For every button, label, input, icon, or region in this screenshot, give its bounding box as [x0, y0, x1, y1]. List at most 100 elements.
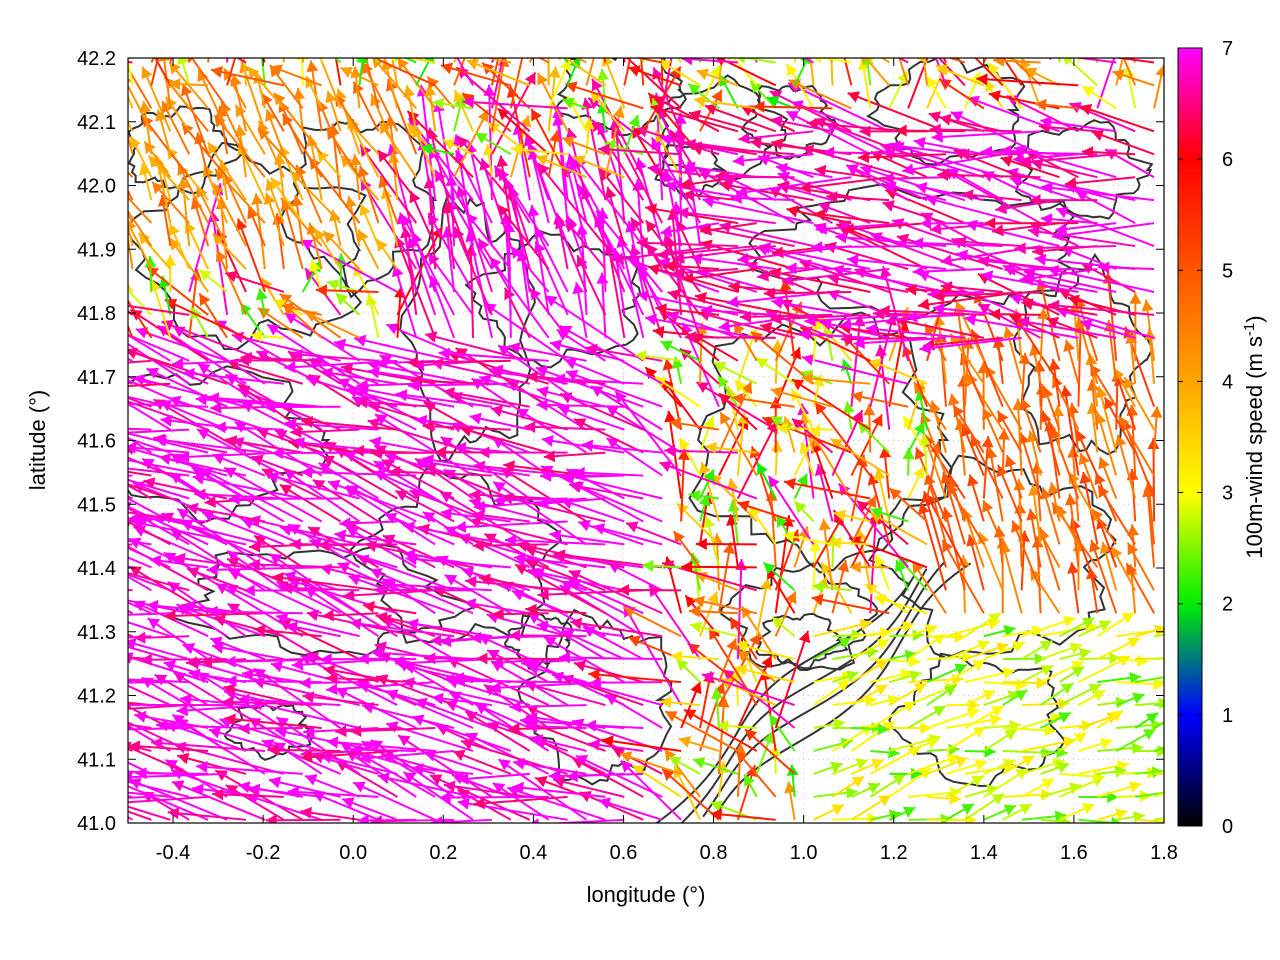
- wind-vector: [128, 601, 152, 615]
- wind-vector-head: [113, 538, 126, 549]
- wind-vector-head: [877, 723, 889, 736]
- wind-vector: [532, 567, 625, 592]
- wind-vector: [128, 575, 152, 592]
- wind-vector-head: [904, 649, 917, 662]
- wind-vector-head: [52, 748, 64, 760]
- wind-vector-shaft: [272, 575, 379, 592]
- wind-vector-head: [786, 764, 799, 776]
- wind-vector-head: [465, 575, 477, 588]
- wind-vector: [302, 691, 379, 707]
- wind-vector: [850, 638, 890, 661]
- wind-vector: [350, 725, 436, 737]
- wind-vector-head: [326, 683, 338, 696]
- wind-vector-shaft: [571, 482, 663, 523]
- wind-vector-shaft: [483, 532, 550, 569]
- wind-vector-head: [851, 776, 865, 788]
- wind-vector: [945, 640, 991, 661]
- wind-vector-shaft: [476, 657, 568, 661]
- wind-vector-head: [227, 557, 240, 569]
- wind-vector-shaft: [1153, 792, 1164, 798]
- wind-vector: [831, 775, 865, 798]
- wind-vector-shaft: [192, 475, 303, 500]
- wind-vector: [964, 792, 1005, 821]
- wind-vector-head: [276, 717, 289, 729]
- wind-vector: [287, 786, 379, 799]
- wind-vector-head: [140, 653, 152, 666]
- wind-vector-head: [1039, 640, 1053, 652]
- wind-vector-head: [662, 769, 675, 781]
- wind-vector-head: [918, 502, 930, 515]
- wind-vector-shaft: [571, 757, 644, 798]
- wind-vector-shaft: [445, 700, 512, 729]
- wind-vector-head: [693, 757, 706, 769]
- wind-vector-head: [133, 525, 147, 537]
- wind-vector: [1089, 539, 1118, 614]
- wind-vector-shaft: [350, 727, 436, 733]
- wind-vector-head: [38, 721, 49, 733]
- wind-vector: [128, 556, 152, 569]
- wind-vector-head: [889, 488, 902, 501]
- wind-vector: [869, 700, 917, 729]
- wind-vector: [870, 621, 915, 638]
- wind-vector: [1078, 452, 1099, 499]
- wind-vector-head: [106, 592, 118, 604]
- wind-vector-head: [149, 555, 162, 567]
- wind-vector-shaft: [128, 701, 152, 707]
- wind-vector-head: [871, 758, 884, 770]
- wind-vector: [339, 517, 398, 530]
- wind-vector-head: [703, 469, 715, 482]
- wind-vector: [717, 720, 757, 732]
- wind-vector: [222, 696, 322, 708]
- wind-vector-head: [856, 455, 868, 467]
- wind-vector: [1058, 731, 1087, 752]
- wind-vector-head: [690, 621, 703, 633]
- wind-vector: [1065, 493, 1080, 568]
- wind-vector-head: [1154, 624, 1164, 637]
- wind-vector-shaft: [128, 456, 171, 477]
- wind-vector-head: [159, 453, 172, 465]
- wind-vector-shaft: [473, 795, 568, 806]
- wind-vector: [362, 600, 417, 615]
- wind-vector-head: [588, 668, 600, 681]
- wind-vector-head: [569, 480, 581, 493]
- wind-vector: [926, 684, 957, 706]
- wind-vector-head: [878, 795, 891, 807]
- wind-vector: [307, 526, 379, 569]
- wind-vector: [631, 764, 682, 798]
- wind-vector-head: [509, 700, 521, 713]
- wind-vector: [128, 474, 133, 477]
- wind-vector-head: [999, 542, 1011, 555]
- wind-vector-head: [254, 535, 267, 547]
- wind-vector-head: [76, 787, 89, 798]
- wind-vector-head: [58, 611, 69, 623]
- wind-vector-shaft: [385, 722, 474, 752]
- wind-vector-shaft: [1153, 633, 1164, 638]
- wind-vector: [167, 807, 247, 821]
- wind-vector-shaft: [128, 772, 228, 779]
- wind-vector-shaft: [180, 697, 247, 707]
- wind-vector: [983, 641, 1026, 661]
- wind-vector: [1021, 664, 1054, 683]
- wind-vector-head: [553, 549, 566, 562]
- wind-vector-head: [1069, 642, 1082, 654]
- wind-vector-shaft: [128, 678, 133, 684]
- wind-vector-head: [1044, 724, 1056, 737]
- wind-vector: [688, 605, 738, 618]
- wind-vector-head: [760, 578, 772, 590]
- wind-vector-head: [177, 752, 190, 765]
- wind-vectors: [38, 58, 1164, 823]
- wind-vector: [964, 667, 1015, 684]
- wind-vector-head: [1145, 712, 1159, 724]
- wind-vector: [695, 538, 757, 550]
- wind-vector-head: [318, 463, 332, 474]
- wind-vector: [575, 754, 663, 798]
- wind-vector-shaft: [548, 772, 644, 778]
- wind-vector: [681, 560, 757, 573]
- wind-vector: [888, 670, 922, 684]
- wind-vector-head: [374, 641, 387, 653]
- wind-vector-head: [378, 652, 392, 664]
- wind-vector-head: [473, 509, 485, 522]
- wind-vector: [677, 448, 690, 522]
- wind-vector: [128, 704, 190, 710]
- wind-vector: [520, 656, 587, 669]
